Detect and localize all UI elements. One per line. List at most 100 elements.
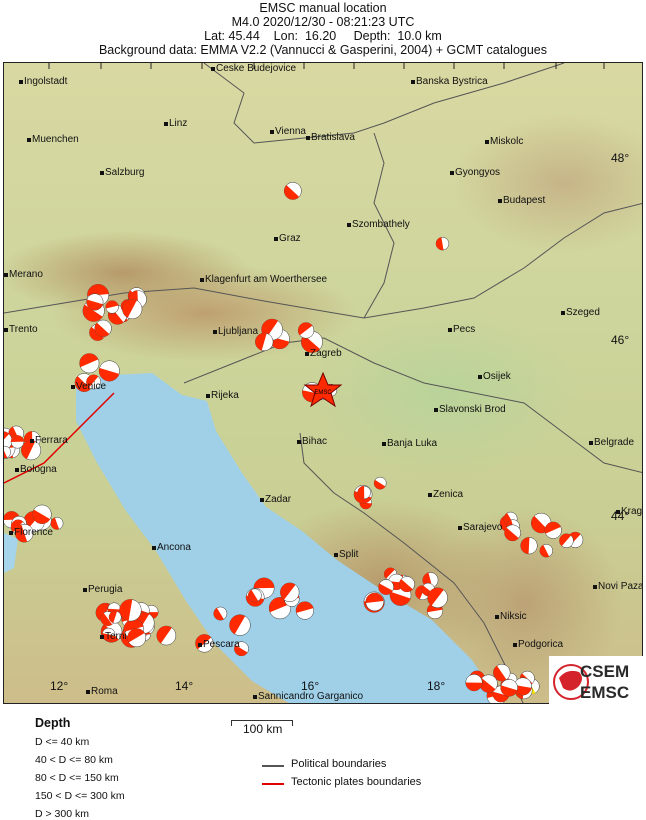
city-label: Ferrara	[30, 436, 68, 446]
focal-mechanism-beachball	[513, 677, 532, 696]
city-label: Split	[334, 550, 358, 560]
focal-mechanism-beachball	[427, 587, 448, 608]
focal-mechanism-beachball	[127, 628, 147, 648]
political-boundary-label: Political boundaries	[291, 758, 387, 770]
city-label: Szombathely	[347, 220, 410, 230]
city-label: Sannicandro Garganico	[253, 692, 363, 702]
tectonic-boundary-label: Tectonic plates boundaries	[291, 776, 422, 788]
svg-text:EMSC: EMSC	[580, 683, 629, 702]
city-label: Belgrade	[589, 438, 634, 448]
focal-mechanism-beachball	[229, 614, 251, 636]
city-label: Novi Pazar	[593, 582, 642, 592]
latitude-label: 48°	[611, 151, 630, 165]
event-coordinates: Lat: 45.44 Lon: 16.20 Depth: 10.0 km	[204, 29, 442, 43]
city-label: Venice	[71, 382, 106, 392]
focal-mechanism-beachball	[295, 601, 315, 620]
longitude-label: 12°	[50, 679, 69, 693]
csem-emsc-logo: CSEM EMSC	[549, 656, 643, 704]
focal-mechanism-beachball	[373, 476, 387, 490]
city-label: Merano	[4, 270, 43, 280]
graticule-ticks	[48, 63, 605, 69]
depth-legend-title: Depth	[35, 716, 71, 730]
city-label: Bologna	[15, 465, 57, 475]
city-label: Ljubljana	[213, 327, 258, 337]
focal-mechanism-beachball	[122, 299, 143, 320]
longitude-label: 14°	[175, 679, 194, 693]
city-label: Banja Luka	[382, 439, 437, 449]
city-label: Budapest	[498, 196, 545, 206]
focal-mechanism-beachball	[493, 664, 511, 682]
focal-mechanism-beachball	[544, 521, 562, 539]
city-label: Ceske Budejovice	[211, 64, 296, 74]
political-boundary-swatch	[262, 765, 284, 767]
political-boundary	[299, 432, 524, 703]
city-label: Klagenfurt am Woerthersee	[200, 275, 327, 285]
focal-mechanism-beachball	[465, 674, 483, 692]
city-label: Linz	[164, 119, 187, 129]
focal-mechanism-beachball	[108, 610, 122, 624]
depth-class: 80 < D <= 150 km	[35, 772, 119, 784]
adriatic-sea	[76, 373, 501, 703]
city-label: Zagreb	[305, 349, 342, 359]
city-label: Perugia	[83, 585, 122, 595]
scale-bar-label: 100 km	[243, 722, 283, 736]
focal-mechanism-beachball	[86, 293, 104, 311]
city-label: Ingolstadt	[19, 77, 67, 87]
focal-mechanism-beachball	[79, 353, 100, 374]
city-label: Pescara	[198, 640, 240, 650]
focal-mechanism-beachball	[247, 588, 262, 603]
city-label: Florence	[9, 528, 53, 538]
focal-mechanism-beachball	[94, 319, 112, 337]
focal-mechanism-beachball	[280, 582, 300, 602]
city-label: Terni	[100, 632, 127, 642]
scale-bar	[231, 720, 293, 726]
europe-globe-icon: CSEM EMSC	[553, 662, 629, 702]
city-label: Trento	[4, 325, 38, 335]
city-label: Miskolc	[485, 137, 523, 147]
focal-mechanism-beachball	[365, 592, 384, 612]
focal-mechanism-beachball	[32, 504, 52, 524]
focal-mechanism-beachball	[10, 435, 25, 449]
city-label: Gyongyos	[450, 168, 500, 178]
depth-class: D > 300 km	[35, 808, 89, 820]
city-label: Szeged	[561, 308, 600, 318]
focal-mechanism-beachball	[156, 625, 177, 646]
focal-mechanism-beachball	[479, 674, 498, 693]
city-label: Slavonski Brod	[434, 405, 506, 415]
focal-mechanism-beachball	[500, 679, 518, 697]
focal-mechanism-beachball	[559, 533, 574, 548]
focal-mechanism-beachball	[398, 576, 415, 593]
city-label: Zadar	[260, 495, 291, 505]
city-label: Ancona	[152, 543, 191, 553]
focal-mechanism-beachball	[539, 544, 553, 558]
depth-class: 40 < D <= 80 km	[35, 754, 113, 766]
city-label: Roma	[86, 687, 118, 697]
longitude-label: 16°	[301, 679, 320, 693]
title: EMSC manual location	[259, 1, 387, 15]
political-boundary	[183, 337, 642, 474]
tectonic-boundary-swatch	[262, 783, 284, 785]
focal-mechanism-beachball	[435, 236, 450, 251]
epicenter-label: EMSC	[314, 390, 332, 396]
city-label: Kragujevac	[616, 507, 642, 517]
city-label: Sarajevo	[458, 523, 502, 533]
city-label: Banska Bystrica	[411, 77, 488, 87]
city-label: Zenica	[428, 490, 463, 500]
depth-class: 150 < D <= 300 km	[35, 790, 125, 802]
focal-mechanism-beachball	[98, 360, 120, 382]
latitude-label: 46°	[611, 333, 630, 347]
city-label: Pecs	[448, 325, 475, 335]
focal-mechanism-beachball	[504, 524, 521, 542]
focal-mechanism-beachball	[378, 579, 394, 595]
seismicity-map: EMSC Ceske Budejovice Ingolstadt Banska …	[3, 62, 643, 704]
focal-mechanism-beachball	[255, 332, 274, 351]
svg-text:CSEM: CSEM	[580, 662, 629, 681]
focal-mechanism-beachball	[105, 300, 119, 314]
tyrrhenian-sea	[4, 533, 18, 573]
city-label: Podgorica	[513, 640, 563, 650]
focal-mechanism-beachball	[297, 322, 315, 339]
city-label: Bihac	[297, 437, 327, 447]
epicenter-star-icon	[303, 371, 343, 408]
political-boundary	[203, 63, 565, 144]
focal-mechanism-beachball	[119, 599, 142, 622]
